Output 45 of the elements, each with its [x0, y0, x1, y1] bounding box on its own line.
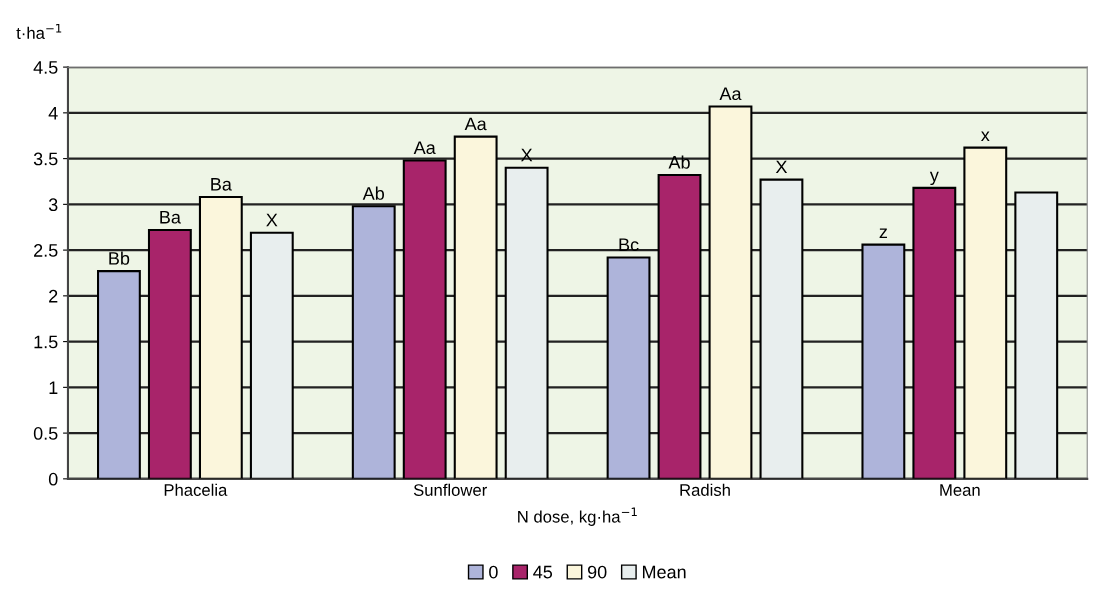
bar: [96, 270, 141, 479]
bar: [963, 146, 1008, 479]
x-tick-label: Phacelia: [164, 483, 228, 496]
bar: [453, 135, 498, 479]
x-tick-label: Radish: [680, 483, 730, 496]
bar: [606, 256, 651, 479]
bar: [351, 205, 396, 479]
data-label: Ba: [160, 211, 181, 224]
y-tick-label: 4.5: [33, 61, 58, 74]
y-tick-label: 2: [49, 289, 58, 303]
data-label: Bc: [619, 238, 639, 252]
bar: [861, 243, 906, 479]
legend-label: Mean: [642, 565, 686, 579]
y-tick-label: 1: [49, 381, 58, 394]
data-label: z: [879, 228, 887, 239]
bar: [147, 228, 192, 479]
y-tick-label: 1.5: [34, 335, 58, 349]
y-tick-label: 3.5: [33, 152, 58, 166]
legend-label: 90: [587, 565, 607, 579]
x-tick-label: Sunflower: [413, 483, 487, 496]
legend-label: 0: [489, 565, 498, 579]
data-label: Ab: [362, 186, 385, 200]
data-label: Aa: [464, 117, 487, 131]
x-axis-title: N dose, kg·ha$^{−1}$: [518, 507, 637, 526]
y-axis-title: t·ha$^{−1}$: [16, 23, 62, 39]
bar: [708, 105, 753, 479]
data-label: X: [266, 213, 278, 227]
bar: [402, 159, 447, 479]
bar: [198, 195, 243, 479]
data-label: X: [775, 160, 788, 174]
y-tick-label: 0.5: [33, 427, 58, 440]
y-tick-label: 3: [48, 198, 58, 212]
bar: [657, 174, 702, 479]
data-label: Aa: [413, 141, 436, 155]
data-label: Bb: [109, 251, 130, 265]
y-tick-label: 4: [48, 106, 58, 120]
data-label: y: [929, 171, 939, 186]
y-tick-label: 2.5: [34, 244, 58, 257]
data-label: x: [980, 131, 990, 142]
data-label: Ba: [211, 178, 232, 191]
bar: [912, 186, 957, 479]
data-label: Aa: [719, 87, 742, 101]
y-tick-label: 0: [48, 472, 58, 486]
legend-label: 45: [533, 565, 553, 579]
x-tick-label: Mean: [940, 484, 980, 496]
